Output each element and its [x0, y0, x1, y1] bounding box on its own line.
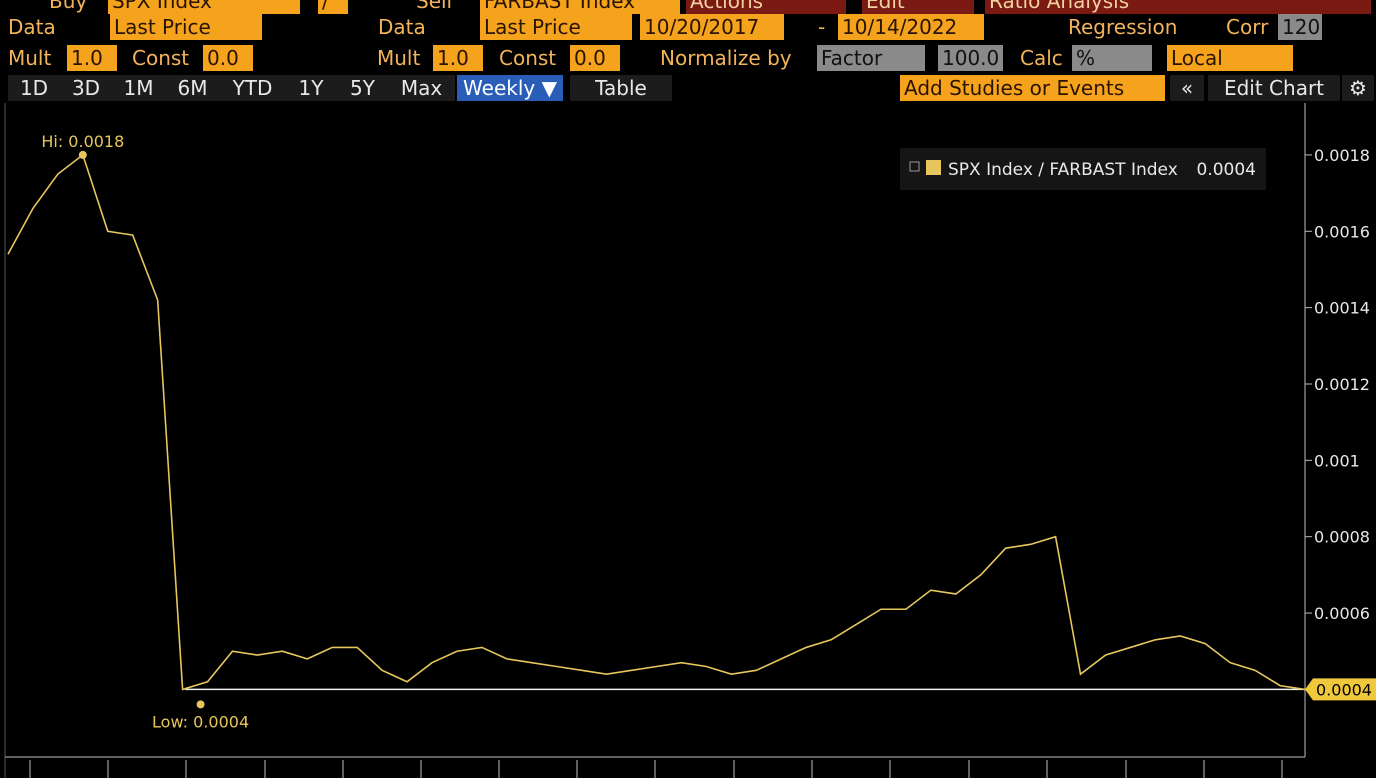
top-field: Edit: [862, 0, 974, 14]
param-field: %: [1072, 45, 1152, 71]
toolbar-button[interactable]: 5Y: [337, 75, 388, 101]
data-field: Data: [8, 15, 56, 39]
data-field: -: [818, 15, 826, 39]
y-tick-label: 0.0016: [1314, 222, 1370, 241]
top-field: /: [318, 0, 348, 14]
data-field: Data: [378, 15, 426, 39]
toolbar-button[interactable]: Weekly ▼: [457, 75, 563, 101]
legend-label: SPX Index / FARBAST Index: [948, 160, 1178, 180]
param-field: 1.0: [67, 45, 117, 71]
toolbar-button[interactable]: ⚙: [1342, 75, 1374, 101]
toolbar-button[interactable]: 3D: [60, 75, 112, 101]
param-field: 0.0: [203, 45, 253, 71]
toolbar-button[interactable]: Edit Chart: [1208, 75, 1340, 101]
param-field: 1.0: [433, 45, 483, 71]
y-tick-label: 0.0006: [1314, 604, 1370, 623]
param-field: Normalize by: [660, 46, 792, 70]
data-field: Corr: [1226, 15, 1269, 39]
top-field: Ratio Analysis: [985, 0, 1371, 14]
series-line: [7, 153, 1306, 691]
toolbar-button[interactable]: «: [1170, 75, 1204, 101]
data-field: Regression: [1068, 15, 1178, 39]
data-field: Last Price: [110, 14, 262, 40]
high-label: Hi: 0.0018: [41, 132, 124, 151]
data-field: 10/14/2022: [838, 14, 984, 40]
data-field: 120: [1278, 14, 1322, 40]
toolbar-button[interactable]: Add Studies or Events: [900, 75, 1165, 101]
top-field: FARBAST Index: [480, 0, 680, 14]
y-tick-label: 0.0014: [1314, 299, 1370, 318]
y-tick-label: 0.0018: [1314, 146, 1370, 165]
param-field: 100.0: [938, 45, 1003, 71]
top-field: Actions: [686, 0, 846, 14]
top-field: Buy: [49, 0, 88, 13]
legend-box: [900, 148, 1266, 190]
toolbar-button[interactable]: YTD: [220, 75, 285, 101]
toolbar-button[interactable]: Max: [388, 75, 455, 101]
last-value-tag: [1305, 678, 1376, 701]
top-field: SPX Index: [108, 0, 300, 14]
legend-expand: [909, 161, 920, 172]
legend-value: 0.0004: [1197, 160, 1256, 180]
chart-bg: [0, 103, 1376, 778]
y-tick-label: 0.0012: [1314, 375, 1370, 394]
toolbar-button[interactable]: Table: [570, 75, 672, 101]
param-field: Mult: [377, 46, 421, 70]
low-label: Low: 0.0004: [152, 712, 249, 731]
toolbar-button[interactable]: 6M: [165, 75, 220, 101]
last-value-label: 0.0004: [1316, 680, 1372, 699]
chart: SPX Index / FARBAST Index 0.0004 0.0006 0…: [0, 103, 1376, 778]
toolbar-button[interactable]: 1Y: [285, 75, 337, 101]
param-field: Factor: [817, 45, 925, 71]
top-field: Sell: [416, 0, 453, 13]
data-field: Last Price: [480, 14, 632, 40]
param-field: Const: [132, 46, 190, 70]
param-field: Local: [1167, 45, 1293, 71]
toolbar-button[interactable]: 1M: [112, 75, 165, 101]
legend-swatch: [926, 160, 941, 175]
param-field: 0.0: [570, 45, 620, 71]
param-field: Const: [499, 46, 557, 70]
data-field: 10/20/2017: [640, 14, 784, 40]
toolbar-button[interactable]: 1D: [8, 75, 60, 101]
low-marker: [196, 700, 205, 709]
y-tick-label: 0.0008: [1314, 528, 1370, 547]
y-tick-label: 0.001: [1314, 451, 1360, 470]
high-marker: [78, 150, 87, 159]
param-field: Mult: [8, 46, 52, 70]
param-field: Calc: [1020, 46, 1063, 70]
